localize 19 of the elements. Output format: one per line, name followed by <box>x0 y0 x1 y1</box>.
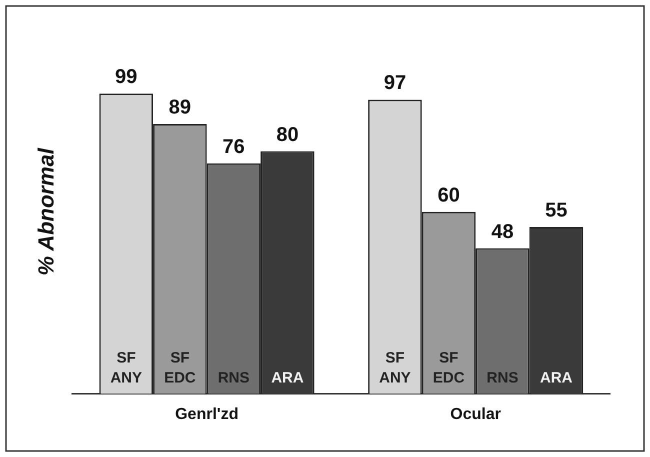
data-label: 89 <box>168 96 192 118</box>
data-label: 76 <box>222 136 245 158</box>
series-label: SF EDC <box>164 349 196 386</box>
data-label: 97 <box>384 72 406 94</box>
x-tick-label: Genrl'zd <box>175 406 238 423</box>
text: SF ANY <box>379 349 411 386</box>
series-label: RNS <box>218 369 250 386</box>
data-label: 48 <box>491 220 514 243</box>
data-label: 99 <box>115 66 138 88</box>
text: ARA <box>540 369 572 386</box>
text: RNS <box>486 369 518 386</box>
data-label: 55 <box>545 200 568 222</box>
y-axis-title: % Abnormal <box>33 147 58 276</box>
text: SF EDC <box>432 349 465 386</box>
x-tick-label: Ocular <box>450 406 501 423</box>
series-label: SF ANY <box>110 349 142 386</box>
data-label: 80 <box>276 124 299 146</box>
data-label: 60 <box>438 184 460 206</box>
series-label: ARA <box>271 369 304 386</box>
